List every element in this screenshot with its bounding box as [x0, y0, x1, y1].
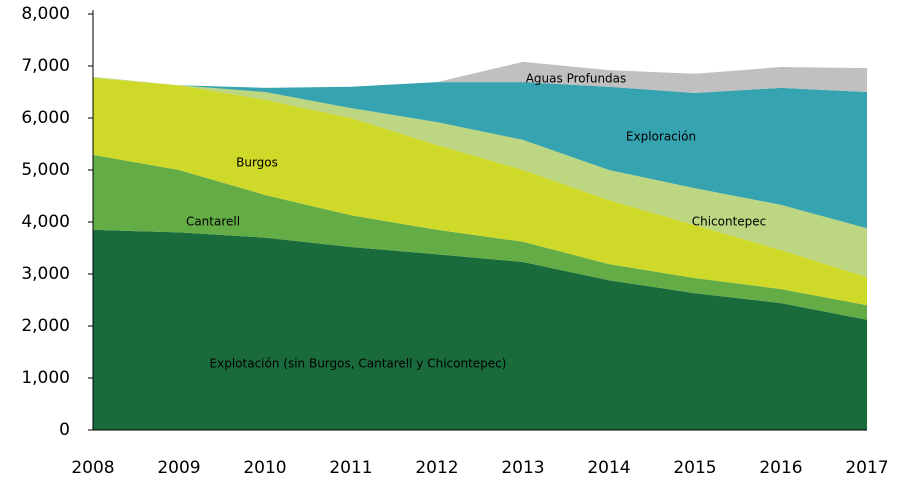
x-tick-label: 2012 — [415, 458, 458, 478]
y-tick-label: 0 — [59, 420, 70, 440]
area — [93, 76, 867, 229]
x-tick-label: 2009 — [157, 458, 200, 478]
series-label: Explotación (sin Burgos, Cantarell y Chi… — [210, 357, 507, 371]
y-tick-label: 1,000 — [21, 368, 70, 388]
area — [93, 77, 867, 306]
series-label: Burgos — [236, 156, 278, 170]
x-tick-label: 2017 — [845, 458, 888, 478]
area — [93, 61, 867, 94]
y-tick-label: 7,000 — [21, 56, 70, 76]
series-label: Aguas Profundas — [526, 72, 627, 86]
x-tick-label: 2014 — [587, 458, 630, 478]
y-tick-label: 4,000 — [21, 212, 70, 232]
y-tick-label: 3,000 — [21, 264, 70, 284]
x-tick-label: 2008 — [71, 458, 114, 478]
series-label: Exploración — [626, 130, 696, 144]
x-tick-label: 2010 — [243, 458, 286, 478]
series-label: Chicontepec — [692, 215, 767, 229]
x-tick-label: 2013 — [501, 458, 544, 478]
x-tick-label: 2015 — [673, 458, 716, 478]
area — [93, 229, 867, 430]
x-tick-label: 2016 — [759, 458, 802, 478]
y-tick-label: 5,000 — [21, 160, 70, 180]
x-tick-label: 2011 — [329, 458, 372, 478]
area — [93, 154, 867, 320]
y-tick-label: 6,000 — [21, 108, 70, 128]
series-label: Cantarell — [186, 215, 240, 229]
y-tick-label: 8,000 — [21, 4, 70, 24]
y-tick-label: 2,000 — [21, 316, 70, 336]
